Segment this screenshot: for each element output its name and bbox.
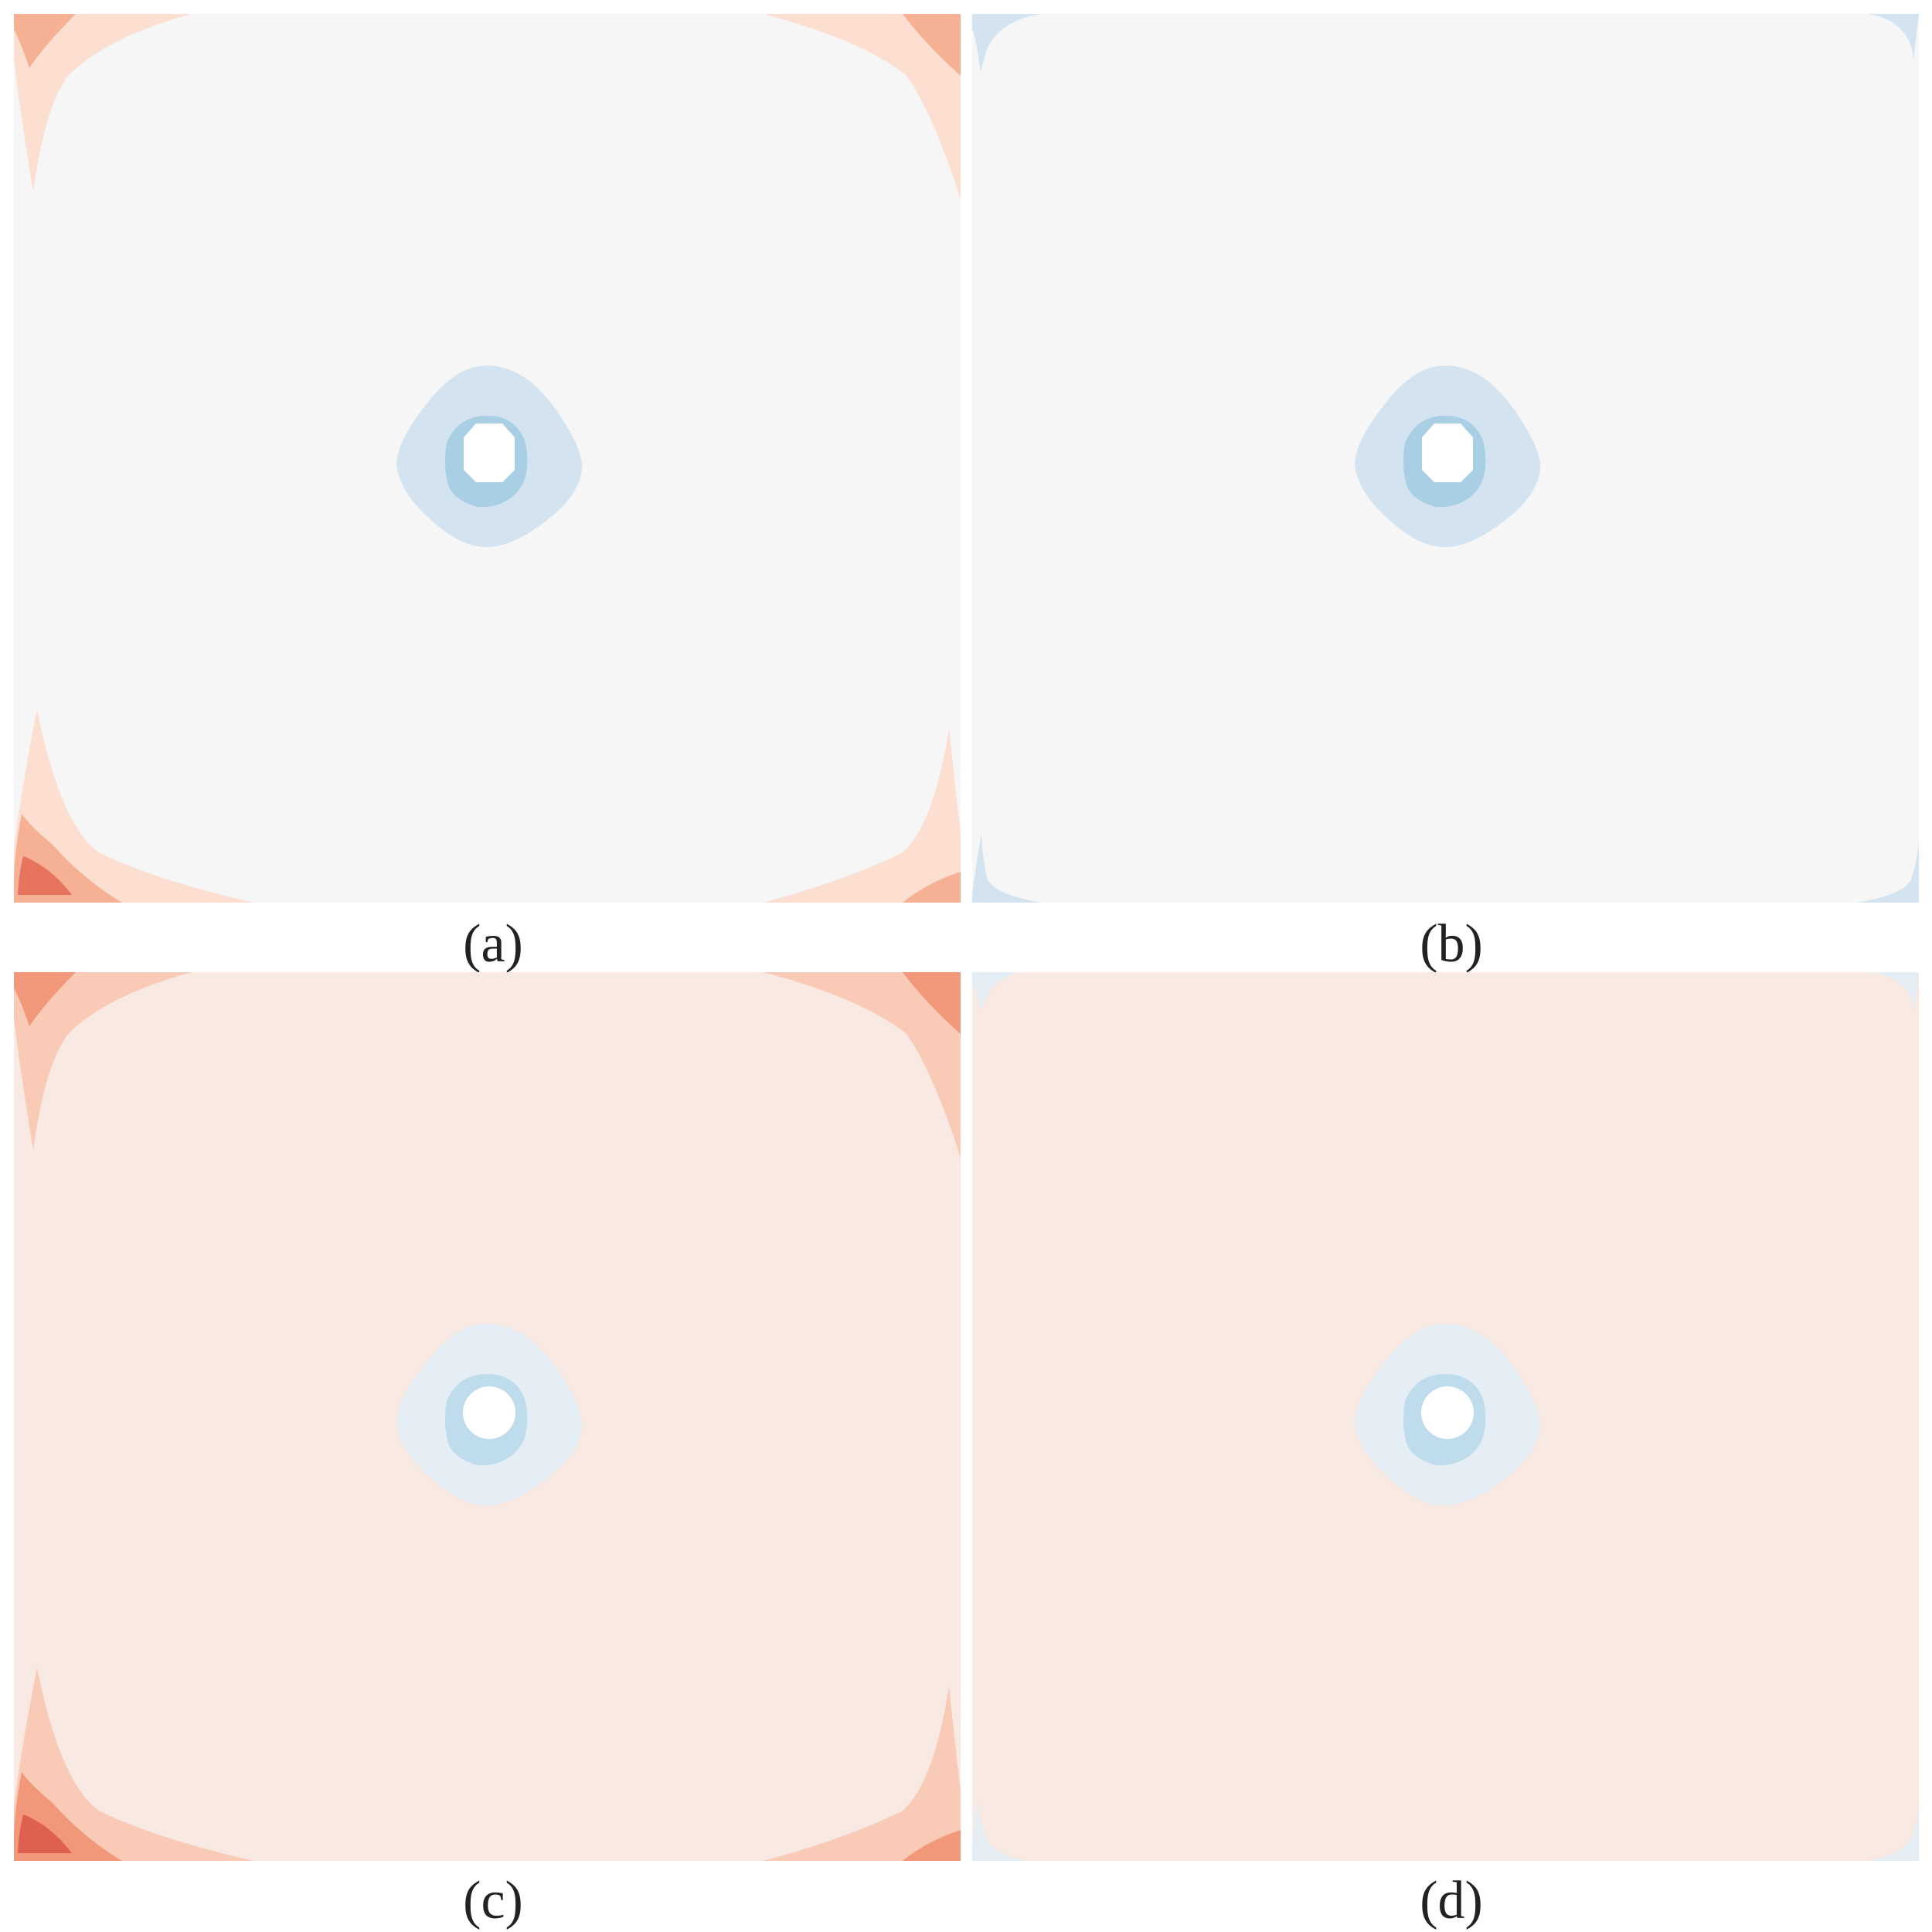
corner-bottom-right [1869, 1807, 1919, 1861]
panel-b [972, 14, 1919, 903]
corner-top-left [972, 972, 1019, 1011]
contour-plot-a [14, 14, 961, 903]
corner-top-right-inner [903, 14, 961, 76]
corner-bottom-left [972, 833, 1042, 903]
corner-top-right [1869, 14, 1919, 60]
panel-c [14, 972, 961, 1861]
corner-top-left-inner [14, 14, 76, 68]
corner-bottom-left [972, 1799, 1026, 1861]
caption-a: (a) [463, 914, 523, 974]
panel-d [972, 972, 1919, 1861]
corner-bottom-right-outer [764, 1687, 961, 1861]
caption-c: (c) [463, 1871, 523, 1930]
corner-bottom-left-core [18, 856, 72, 895]
center-hole [1421, 1386, 1474, 1439]
corner-bottom-right-outer [764, 729, 961, 903]
corner-top-left-inner [14, 972, 76, 1026]
corner-bottom-right [1857, 841, 1919, 903]
corner-top-right-outer [764, 972, 961, 1158]
caption-d: (d) [1420, 1871, 1483, 1930]
corner-top-right [1872, 972, 1919, 1011]
center-hole [463, 1386, 515, 1439]
corner-top-left-outer [14, 14, 192, 192]
contour-plot-b [972, 14, 1919, 903]
corner-top-right-outer [764, 14, 961, 199]
caption-b: (b) [1420, 914, 1483, 974]
center-hole [464, 423, 515, 482]
corner-top-right-inner [903, 972, 961, 1034]
center-hole [1422, 423, 1473, 482]
corner-bottom-right-inner [903, 872, 961, 903]
contour-plot-c [14, 972, 961, 1861]
corner-bottom-left-outer [14, 709, 253, 903]
corner-bottom-left-core [18, 1815, 72, 1853]
corner-top-left-outer [14, 972, 192, 1150]
panel-a [14, 14, 961, 903]
contour-plot-d [972, 972, 1919, 1861]
corner-bottom-left-outer [14, 1668, 253, 1861]
corner-top-left [972, 14, 1042, 71]
corner-bottom-right-inner [903, 1830, 961, 1861]
